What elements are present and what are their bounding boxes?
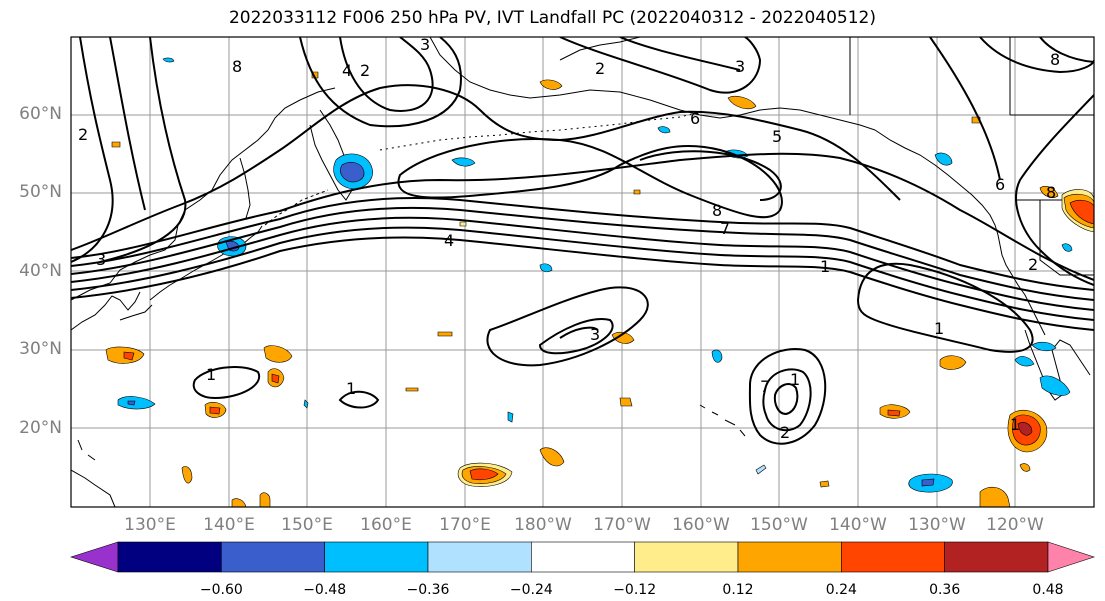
pv-shading xyxy=(105,57,1094,507)
contour-label: 3 xyxy=(590,325,600,344)
lat-label-40n: 40°N xyxy=(19,261,62,281)
contour-label: 3 xyxy=(420,35,430,54)
lon-label-160w: 160°W xyxy=(672,515,730,535)
colorbar-tick-label: −0.24 xyxy=(510,582,553,598)
contour-label: 1 xyxy=(1010,415,1020,434)
colorbar-bin xyxy=(427,541,532,573)
contour-label: 2 xyxy=(780,423,790,442)
contour-label: 1 xyxy=(346,379,356,398)
contour-label: 8 xyxy=(712,201,722,220)
colorbar-tick-label: −0.60 xyxy=(200,582,243,598)
contour-label: 8 xyxy=(232,57,242,76)
contour-label: 2 xyxy=(595,59,605,78)
lon-label-170w: 170°W xyxy=(593,515,651,535)
colorbar-bin xyxy=(324,541,429,573)
colorbar-under-extension xyxy=(70,541,119,573)
lon-label-130e: 130°E xyxy=(124,515,176,535)
lat-label-20n: 20°N xyxy=(19,418,62,438)
contour-label: 3 xyxy=(735,57,745,76)
contour-label: 3 xyxy=(96,250,106,269)
colorbar-tick-label: 0.24 xyxy=(826,582,857,598)
colorbar-tick-label: 0.36 xyxy=(929,582,960,598)
contour-label: 7 xyxy=(760,377,770,396)
map-plot-area: 2 8 4 2 3 6 5 3 8 2 4 1 3 8 7 8 6 1 1 3 … xyxy=(71,35,1094,507)
pv-contours xyxy=(71,37,1094,445)
contour-label: 4 xyxy=(444,231,454,250)
contour-label: 8 xyxy=(1050,50,1060,69)
colorbar: −0.60 −0.48 −0.36 −0.24 −0.12 0.12 0.24 0.36 0.4… xyxy=(70,541,1095,598)
colorbar-bins xyxy=(117,541,1049,573)
contour-label: 8 xyxy=(1046,183,1056,202)
lon-label-170e: 170°E xyxy=(439,515,491,535)
contour-label: 1 xyxy=(790,370,800,389)
contour-labels: 2 8 4 2 3 6 5 3 8 2 4 1 3 8 7 8 6 1 1 3 … xyxy=(78,35,1060,442)
lon-label-140w: 140°W xyxy=(829,515,887,535)
contour-label: 7 xyxy=(720,219,730,238)
colorbar-tick-label: −0.48 xyxy=(303,582,346,598)
colorbar-over-extension xyxy=(1047,541,1095,573)
lon-label-150w: 150°W xyxy=(750,515,808,535)
contour-label: 4 xyxy=(342,61,352,80)
lon-label-180w: 180°W xyxy=(514,515,572,535)
colorbar-bin xyxy=(737,541,842,573)
map-title: 2022033112 F006 250 hPa PV, IVT Landfall… xyxy=(228,8,876,28)
contour-label: 2 xyxy=(78,125,88,144)
lon-label-150e: 150°E xyxy=(281,515,333,535)
contour-label: 6 xyxy=(690,109,700,128)
colorbar-tick-label: 0.12 xyxy=(722,582,753,598)
map-frame xyxy=(70,36,1095,508)
colorbar-tick-label: 0.48 xyxy=(1032,582,1063,598)
colorbar-bin xyxy=(117,541,222,573)
contour-label: 2 xyxy=(360,61,370,80)
contour-label: 6 xyxy=(995,175,1005,194)
colorbar-tick-label: −0.12 xyxy=(613,582,656,598)
contour-label: 1 xyxy=(820,257,830,276)
lat-label-30n: 30°N xyxy=(19,339,62,359)
lon-label-120w: 120°W xyxy=(986,515,1044,535)
gridlines xyxy=(71,37,1094,507)
contour-label: 1 xyxy=(206,365,216,384)
colorbar-bin xyxy=(634,541,739,573)
colorbar-bin xyxy=(944,541,1049,573)
colorbar-ticks: −0.60 −0.48 −0.36 −0.24 −0.12 0.12 0.24 0.36 0.4… xyxy=(200,582,1064,598)
colorbar-bin xyxy=(531,541,635,573)
lat-label-60n: 60°N xyxy=(19,104,62,124)
contour-label: 2 xyxy=(1028,255,1038,274)
lon-label-130w: 130°W xyxy=(908,515,966,535)
colorbar-tick-label: −0.36 xyxy=(407,582,450,598)
lon-label-140e: 140°E xyxy=(203,515,255,535)
contour-label: 5 xyxy=(772,127,782,146)
lat-label-50n: 50°N xyxy=(19,182,62,202)
lon-label-160e: 160°E xyxy=(360,515,412,535)
colorbar-bin xyxy=(841,541,945,573)
colorbar-bin xyxy=(221,541,325,573)
contour-label: 1 xyxy=(934,319,944,338)
